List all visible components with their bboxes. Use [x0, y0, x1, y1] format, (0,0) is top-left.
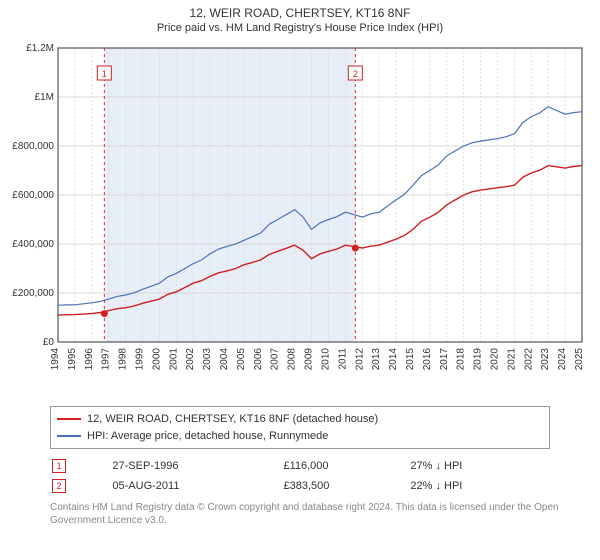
svg-text:£800,000: £800,000 [12, 141, 54, 152]
marker-pct: 22% ↓ HPI [410, 477, 548, 495]
svg-text:£1M: £1M [35, 92, 54, 103]
svg-text:2012: 2012 [354, 348, 365, 371]
svg-text:2005: 2005 [236, 348, 247, 371]
svg-text:£1.2M: £1.2M [26, 43, 54, 54]
svg-text:2013: 2013 [371, 348, 382, 371]
svg-text:1: 1 [102, 69, 107, 79]
svg-text:2021: 2021 [506, 348, 517, 371]
svg-text:2008: 2008 [287, 348, 298, 371]
table-row: 2 05-AUG-2011 £383,500 22% ↓ HPI [52, 477, 548, 495]
marker-badge: 1 [52, 459, 66, 473]
svg-text:2007: 2007 [270, 348, 281, 371]
attribution-text: Contains HM Land Registry data © Crown c… [50, 501, 570, 527]
svg-text:2025: 2025 [574, 348, 585, 371]
svg-text:1996: 1996 [84, 348, 95, 371]
svg-text:2: 2 [353, 69, 358, 79]
svg-text:2017: 2017 [439, 348, 450, 371]
chart-title: 12, WEIR ROAD, CHERTSEY, KT16 8NF [10, 6, 590, 20]
marker-price: £383,500 [283, 477, 408, 495]
chart-container: 12, WEIR ROAD, CHERTSEY, KT16 8NF Price … [0, 0, 600, 560]
marker-price: £116,000 [283, 457, 408, 475]
marker-pct: 27% ↓ HPI [410, 457, 548, 475]
svg-text:2022: 2022 [523, 348, 534, 371]
chart-plot: £0 £200,000 £400,000 £600,000 £800,000 £1M £1.… [10, 40, 590, 400]
line-chart-svg: £0 £200,000 £400,000 £600,000 £800,000 £1M £1.… [10, 40, 590, 400]
legend-label: 12, WEIR ROAD, CHERTSEY, KT16 8NF (detac… [87, 411, 378, 428]
svg-text:2000: 2000 [151, 348, 162, 371]
svg-text:2009: 2009 [304, 348, 315, 371]
svg-text:2015: 2015 [405, 348, 416, 371]
svg-text:2001: 2001 [168, 348, 179, 371]
svg-text:1998: 1998 [118, 348, 129, 371]
svg-text:2011: 2011 [337, 348, 348, 370]
marker-badge: 2 [52, 479, 66, 493]
svg-text:£400,000: £400,000 [12, 239, 54, 250]
legend-item: HPI: Average price, detached house, Runn… [57, 428, 543, 445]
svg-text:1999: 1999 [135, 348, 146, 371]
svg-text:2019: 2019 [473, 348, 484, 371]
table-row: 1 27-SEP-1996 £116,000 27% ↓ HPI [52, 457, 548, 475]
legend: 12, WEIR ROAD, CHERTSEY, KT16 8NF (detac… [50, 406, 550, 449]
svg-text:1997: 1997 [101, 348, 112, 371]
svg-text:2002: 2002 [185, 348, 196, 371]
legend-item: 12, WEIR ROAD, CHERTSEY, KT16 8NF (detac… [57, 411, 543, 428]
marker-date: 05-AUG-2011 [112, 477, 281, 495]
svg-text:2018: 2018 [456, 348, 467, 371]
legend-swatch [57, 418, 81, 420]
svg-text:1995: 1995 [67, 348, 78, 371]
legend-label: HPI: Average price, detached house, Runn… [87, 428, 328, 445]
svg-text:1994: 1994 [50, 348, 61, 371]
svg-text:2023: 2023 [540, 348, 551, 371]
svg-text:2014: 2014 [388, 348, 399, 371]
markers-table: 1 27-SEP-1996 £116,000 27% ↓ HPI 2 05-AU… [50, 455, 550, 497]
svg-text:2006: 2006 [253, 348, 264, 371]
svg-text:2004: 2004 [219, 348, 230, 371]
legend-swatch [57, 435, 81, 437]
svg-text:2020: 2020 [489, 348, 500, 371]
marker-date: 27-SEP-1996 [112, 457, 281, 475]
svg-text:£600,000: £600,000 [12, 190, 54, 201]
svg-text:2010: 2010 [320, 348, 331, 371]
svg-text:£200,000: £200,000 [12, 288, 54, 299]
svg-text:£0: £0 [43, 337, 55, 348]
svg-text:2003: 2003 [202, 348, 213, 371]
svg-text:2016: 2016 [422, 348, 433, 371]
chart-subtitle: Price paid vs. HM Land Registry's House … [10, 22, 590, 34]
svg-text:2024: 2024 [557, 348, 568, 371]
